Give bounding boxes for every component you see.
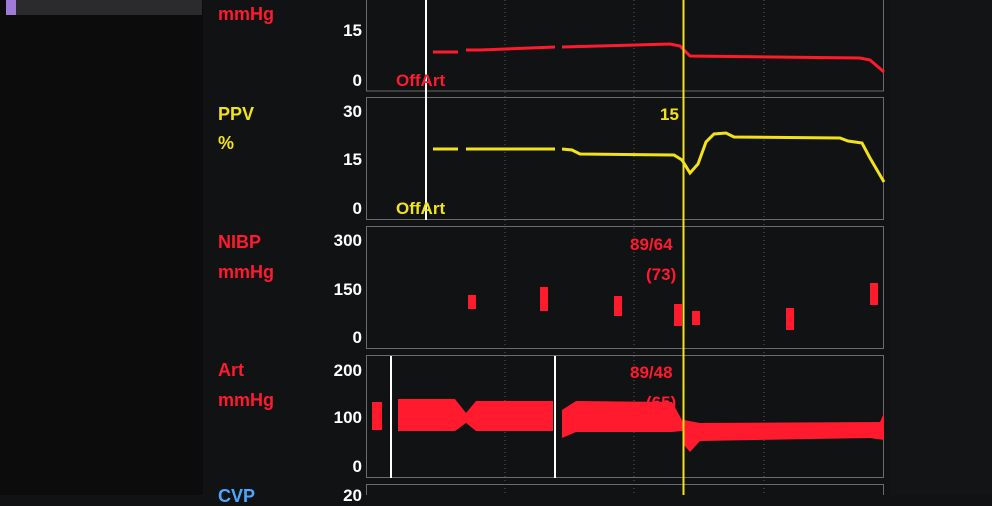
nibp-panel-frame (366, 226, 884, 349)
ppv-tick-0: 0 (352, 199, 362, 218)
ppv-label[interactable]: PPV (218, 104, 255, 124)
nibp-measurements (468, 283, 878, 330)
sidebar-tab-marker (6, 0, 16, 15)
left-sidebar (0, 0, 203, 495)
cvp-panel-frame (366, 484, 884, 495)
ppv-offart-status: OffArt (396, 199, 446, 218)
right-margin (890, 0, 992, 495)
art-tick-0: 0 (352, 457, 362, 476)
ppv-panel-frame (366, 97, 884, 220)
sidebar-tab[interactable] (6, 0, 202, 15)
art-tick-100: 100 (333, 408, 362, 427)
top-panel-frame (366, 0, 884, 92)
top-offart-status: OffArt (396, 71, 446, 90)
nibp-tick-300: 300 (333, 231, 362, 250)
art-trend-band (372, 399, 884, 452)
top-unit-label: mmHg (218, 4, 275, 24)
ppv-unit-label: % (218, 133, 235, 153)
ppv-trend-line (433, 131, 886, 183)
nibp-unit-label: mmHg (218, 262, 275, 282)
nibp-cursor-value: 89/64 (630, 235, 673, 254)
top-tick-15: 15 (343, 21, 362, 40)
nibp-cursor-mean: (73) (646, 265, 677, 284)
ppv-tick-30: 30 (343, 102, 362, 121)
top-tick-0: 0 (352, 71, 362, 90)
nibp-tick-150: 150 (333, 280, 362, 299)
art-cursor-value: 89/48 (630, 363, 673, 382)
trend-graphs[interactable] (0, 0, 992, 495)
art-tick-200: 200 (333, 361, 362, 380)
top-trend-line (433, 42, 885, 74)
art-cursor-mean: (65) (646, 393, 677, 412)
ppv-cursor-value: 15 (660, 105, 679, 124)
nibp-label[interactable]: NIBP (218, 232, 262, 252)
event-markers (390, 0, 556, 478)
ppv-tick-15: 15 (343, 150, 362, 169)
art-label[interactable]: Art (218, 360, 244, 380)
nibp-tick-0: 0 (352, 328, 362, 347)
art-unit-label: mmHg (218, 390, 275, 410)
